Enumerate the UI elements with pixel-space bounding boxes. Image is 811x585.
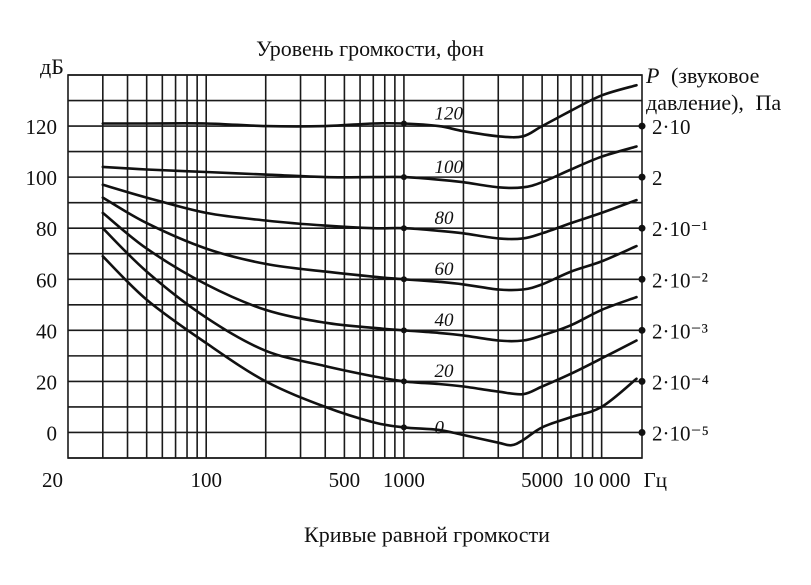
curve-label-120: 120: [434, 103, 463, 124]
right-axis-marker: [638, 224, 646, 232]
svg-text:P (звуковое: P (звуковое: [645, 63, 759, 88]
right-tick-label: 2·10⁻⁵: [652, 421, 709, 445]
curve-120-phon: [101, 83, 638, 139]
y-tick-label: 100: [26, 166, 58, 190]
curve-label-60: 60: [434, 259, 454, 280]
y-tick-label: 40: [36, 319, 57, 343]
curve-80-1khz-point: [400, 225, 407, 232]
y-tick-label: 80: [36, 217, 57, 241]
chart-title: Уровень громкости, фон: [256, 36, 484, 61]
x-axis-unit: Гц: [644, 468, 667, 492]
right-axis-marker: [638, 377, 646, 385]
right-axis-marker: [638, 275, 646, 283]
right-axis-line1: (звуковое: [671, 63, 760, 88]
x-tick-label: 20: [42, 468, 63, 492]
plot-grid: [67, 74, 643, 459]
right-tick-label: 2: [652, 166, 663, 190]
curve-label-0: 0: [434, 417, 444, 438]
y-tick-label: 120: [26, 115, 58, 139]
right-axis-unit: Па: [755, 90, 781, 115]
curve-label-80: 80: [434, 208, 454, 229]
right-tick-label: 2·10⁻²: [652, 268, 708, 292]
right-tick-label: 2·10⁻³: [652, 319, 708, 343]
right-axis-line2: давление),: [646, 90, 744, 115]
x-tick-label: 1000: [383, 468, 425, 492]
pressure-symbol: P: [645, 63, 659, 88]
x-tick-label: 100: [190, 468, 222, 492]
right-tick-label: 2·10⁻⁴: [652, 370, 709, 394]
right-axis-marker: [638, 122, 646, 130]
curve-60-1khz-point: [400, 276, 407, 283]
plot-frame: [67, 74, 643, 459]
y-tick-label: 20: [36, 370, 57, 394]
y-tick-label: 60: [36, 268, 57, 292]
curves: [101, 83, 638, 447]
curve-20-phon: [101, 226, 638, 396]
chart-caption: Кривые равной громкости: [304, 522, 550, 547]
curve-60-phon: [101, 196, 638, 292]
right-tick-label: 2·10⁻¹: [652, 217, 708, 241]
x-tick-label: 500: [329, 468, 361, 492]
curve-120-1khz-point: [400, 120, 407, 127]
curve-label-100: 100: [434, 157, 463, 178]
right-axis-marker: [638, 326, 646, 334]
curve-label-20: 20: [434, 361, 454, 382]
right-axis-marker: [638, 173, 646, 181]
right-axis-label: P (звуковое давление), Па: [645, 63, 781, 115]
curve-100-1khz-point: [400, 174, 407, 181]
curve-80-phon: [101, 183, 638, 241]
x-tick-label: 5000: [521, 468, 563, 492]
right-axis-marker: [638, 428, 646, 436]
right-tick-label: 2·10: [652, 115, 691, 139]
curve-0-phon: [101, 255, 638, 447]
curve-40-1khz-point: [400, 327, 407, 334]
curve-0-1khz-point: [400, 424, 407, 431]
curve-40-phon: [101, 211, 638, 343]
y-tick-label: 0: [47, 421, 58, 445]
curve-20-1khz-point: [400, 378, 407, 385]
x-tick-label: 10 000: [573, 468, 631, 492]
curve-label-40: 40: [434, 310, 454, 331]
svg-text:давление), Па: давление), Па: [646, 90, 781, 115]
curve-100-phon: [101, 145, 638, 190]
curve-labels: 0 20 40 60 80 100 120: [434, 103, 463, 438]
y-axis-label: дБ: [40, 54, 64, 79]
